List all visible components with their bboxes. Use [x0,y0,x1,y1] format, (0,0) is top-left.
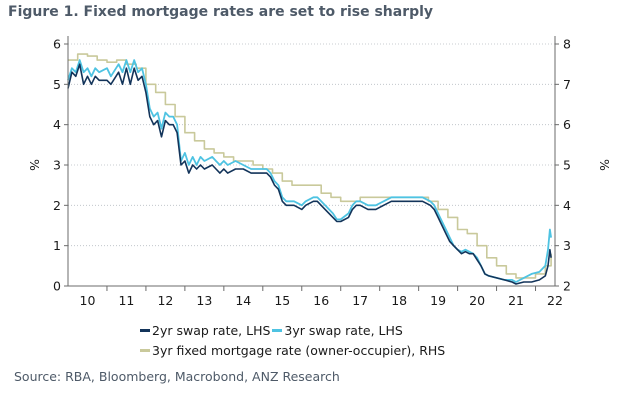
legend-label-swap2: 2yr swap rate, LHS [152,322,271,338]
x-tick-label-11: 21 [508,293,524,308]
y-right-tick-label-5: 7 [563,77,571,92]
legend-swatch-mortgage [140,348,150,352]
legend-label-swap3: 3yr swap rate, LHS [284,322,403,338]
plot-frame [68,43,555,247]
y-left-tick-label-0: 0 [53,279,61,294]
legend-item-swap3: 3yr swap rate, LHS [272,322,403,338]
x-tick-label-0: 10 [80,293,96,308]
y-left-tick-label-5: 5 [53,77,61,92]
y-left-tick-label-6: 6 [53,37,61,52]
y-right-tick-label-0: 2 [563,279,571,294]
legend-swatch-swap2 [140,328,150,332]
x-tick-label-12: 22 [547,293,563,308]
legend-label-mortgage: 3yr fixed mortgage rate (owner-occupier)… [152,342,446,358]
legend-item-swap2: 2yr swap rate, LHS [140,323,270,338]
y-left-tick-label-3: 3 [53,158,61,173]
source-note: Source: RBA, Bloomberg, Macrobond, ANZ R… [14,369,340,384]
x-tick-label-2: 12 [157,293,173,308]
x-tick-label-9: 19 [430,293,446,308]
y-right-tick-label-2: 4 [563,198,571,213]
legend-row-1: 2yr swap rate, LHS 3yr swap rate, LHS [140,320,447,340]
y-right-label: % [597,159,612,171]
x-tick-label-1: 11 [118,293,134,308]
y-right-tick-label-1: 3 [563,238,571,253]
y-right-tick-label-6: 8 [563,37,571,52]
y-right-tick-label-3: 5 [563,158,571,173]
x-tick-label-5: 15 [274,293,290,308]
series-line-0 [67,63,552,285]
x-tick-label-10: 20 [469,293,485,308]
y-left-label: % [27,159,42,171]
legend-row-2: 3yr fixed mortgage rate (owner-occupier)… [140,340,447,360]
legend: 2yr swap rate, LHS 3yr swap rate, LHS 3y… [140,320,447,360]
x-tick-label-4: 14 [235,293,251,308]
x-tick-label-6: 16 [313,293,329,308]
y-left-tick-label-2: 2 [53,198,61,213]
y-right-tick-label-4: 6 [563,117,571,132]
chart-title: Figure 1. Fixed mortgage rates are set t… [8,4,434,20]
x-tick-label-3: 13 [196,293,212,308]
legend-swatch-swap3 [272,328,283,332]
x-tick-label-7: 17 [352,293,368,308]
x-tick-label-8: 18 [391,293,407,308]
series-lines [67,53,552,285]
y-left-tick-label-1: 1 [53,238,61,253]
legend-item-mortgage: 3yr fixed mortgage rate (owner-occupier)… [140,343,445,358]
y-left-tick-label-4: 4 [53,117,61,132]
series-line-1 [67,59,552,283]
series-line-2 [68,53,552,279]
